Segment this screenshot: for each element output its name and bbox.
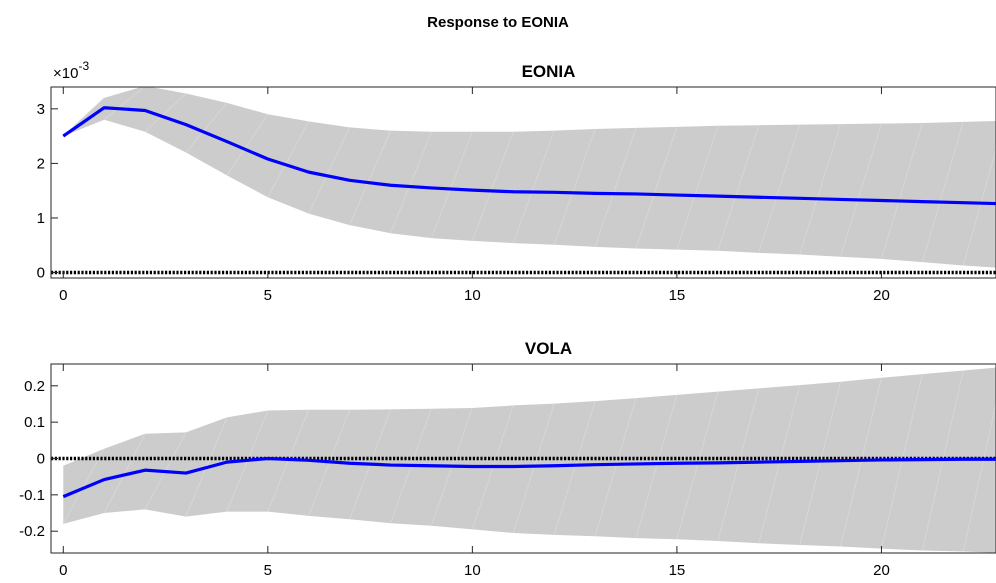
band-mesh-line [226,114,269,176]
confidence-band [63,87,996,268]
band-mesh-line [676,391,719,540]
x-tick-label: 15 [669,562,686,579]
y-tick-label: -0.1 [19,487,45,504]
y-tick-label: -0.2 [19,523,45,540]
band-mesh-line [962,148,996,266]
y-tick-label: 0 [37,451,45,468]
band-mesh-line [471,131,514,242]
band-mesh-line [758,384,801,544]
band-mesh-line [881,374,923,549]
y-tick-label: 0.1 [24,414,45,431]
band-mesh-line [717,125,760,251]
band-mesh-line [881,122,923,260]
x-tick-label: 0 [59,287,67,304]
band-mesh-line [512,403,555,534]
band-mesh-line [553,400,596,535]
axis-exponent-label: ×10-3 [53,59,89,82]
band-mesh-line [144,93,187,133]
band-mesh-line [758,124,801,254]
y-tick-label: 3 [37,101,45,118]
panel-eonia: 0 5 10 15 20 0 1 2 3 EONIA ×10-3 [37,59,996,304]
band-mesh-line [717,388,760,542]
response-line [62,456,996,499]
band-mesh-line [594,127,637,248]
band-mesh-line [799,123,841,255]
x-tick-label: 20 [873,562,890,579]
plot-area [51,87,996,275]
band-mesh-line [799,381,841,546]
x-tick-label: 5 [264,287,272,304]
band-mesh-line [594,398,637,537]
figure-title: Response to EONIA [427,14,569,31]
band-mesh-line [267,121,310,198]
confidence-band [63,367,996,553]
band-mesh-line [553,128,596,245]
band-mesh-line [349,130,391,226]
band-mesh-line [431,131,473,239]
axes-box [50,86,996,279]
y-tick-label: 0 [37,265,45,282]
panel-vola: 0 5 10 15 20 -0.2 -0.1 0 0.1 0.2 VOLA [19,339,996,579]
x-tick-label: 10 [464,562,481,579]
x-tick-label: 10 [464,287,481,304]
band-mesh-line [676,125,719,250]
band-mesh-line [512,130,555,244]
x-tick-label: 15 [669,287,686,304]
x-tick-label: 0 [59,562,67,579]
band-mesh-line [840,377,882,547]
plot-area [51,367,996,553]
y-tick-label: 1 [37,210,45,227]
response-line [62,106,996,206]
x-tick-label: 20 [873,287,890,304]
band-mesh-line [840,123,882,257]
band-mesh-line [103,87,145,121]
y-tick-label: 2 [37,155,45,172]
band-mesh-line [62,448,105,525]
panel-title: VOLA [525,339,572,358]
band-mesh-line [308,127,350,214]
band-mesh-line [185,102,228,153]
x-tick-label: 5 [264,562,272,579]
band-mesh-line [635,394,678,539]
y-tick-label: 0.2 [24,378,45,395]
band-mesh-line [635,126,678,249]
panel-title: EONIA [522,62,576,81]
band-mesh-line [921,121,964,263]
band-mesh-line [390,131,432,234]
